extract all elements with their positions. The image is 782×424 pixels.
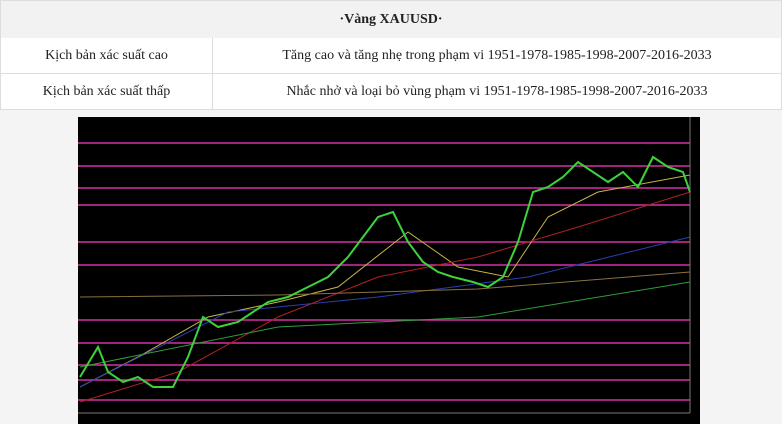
ma-line bbox=[79, 174, 691, 388]
table-title: ·Vàng XAUUSD· bbox=[0, 0, 782, 39]
cell: Nhắc nhở và loại bỏ vùng phạm vi 1951-19… bbox=[286, 84, 708, 99]
ma-line bbox=[79, 236, 691, 388]
ma-line bbox=[79, 191, 691, 403]
table-row: Kịch bản xác suất thấp Nhắc nhở và loại … bbox=[0, 74, 782, 110]
cell: Kịch bản xác suất cao bbox=[1, 38, 213, 73]
chart-image bbox=[78, 117, 700, 424]
table-row: Kịch bản xác suất cao Tăng cao và tăng n… bbox=[0, 38, 782, 74]
ma-line bbox=[79, 281, 691, 368]
price-line bbox=[79, 155, 691, 388]
chart-background bbox=[78, 117, 700, 424]
cell: Tăng cao và tăng nhẹ trong phạm vi 1951-… bbox=[282, 48, 712, 63]
cell: Kịch bản xác suất thấp bbox=[1, 74, 213, 109]
level-lines bbox=[78, 142, 690, 401]
ma-line bbox=[79, 271, 691, 298]
